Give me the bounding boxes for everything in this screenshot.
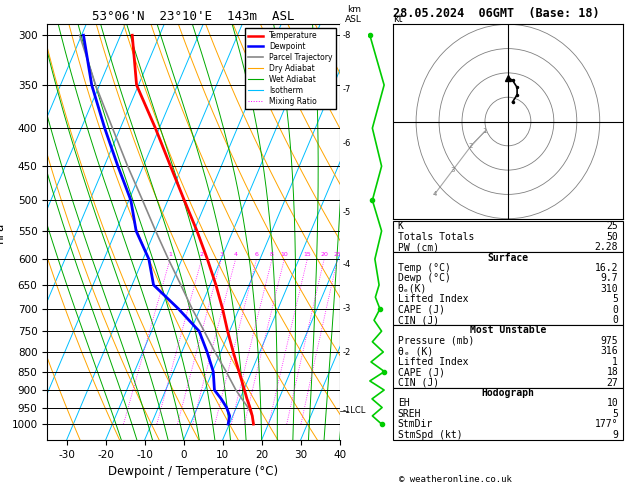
Text: 50: 50	[606, 232, 618, 242]
Text: 9.7: 9.7	[601, 274, 618, 283]
Text: CIN (J): CIN (J)	[398, 378, 439, 387]
Text: 16.2: 16.2	[594, 263, 618, 273]
Title: 53°06'N  23°10'E  143m  ASL: 53°06'N 23°10'E 143m ASL	[92, 10, 294, 23]
Text: 0: 0	[612, 315, 618, 325]
Legend: Temperature, Dewpoint, Parcel Trajectory, Dry Adiabat, Wet Adiabat, Isotherm, Mi: Temperature, Dewpoint, Parcel Trajectory…	[245, 28, 336, 109]
Text: 3: 3	[220, 252, 223, 257]
Text: Lifted Index: Lifted Index	[398, 294, 468, 304]
Text: 2: 2	[199, 252, 204, 257]
Text: © weatheronline.co.uk: © weatheronline.co.uk	[399, 474, 512, 484]
Text: -2: -2	[342, 347, 351, 357]
Text: 316: 316	[601, 347, 618, 356]
Text: 5: 5	[612, 409, 618, 419]
Text: 9: 9	[612, 430, 618, 440]
Text: 1: 1	[482, 128, 487, 134]
X-axis label: Dewpoint / Temperature (°C): Dewpoint / Temperature (°C)	[108, 465, 279, 478]
Bar	[393, 325, 623, 388]
Text: Lifted Index: Lifted Index	[398, 357, 468, 367]
Text: 27: 27	[606, 378, 618, 387]
Text: -5: -5	[342, 208, 351, 217]
Text: 177°: 177°	[594, 419, 618, 429]
Text: θₑ (K): θₑ (K)	[398, 347, 433, 356]
Text: StmDir: StmDir	[398, 419, 433, 429]
Text: 25: 25	[606, 221, 618, 231]
Text: Most Unstable: Most Unstable	[470, 326, 546, 335]
Text: StmSpd (kt): StmSpd (kt)	[398, 430, 462, 440]
Text: 3: 3	[450, 167, 455, 173]
Text: EH: EH	[398, 399, 409, 408]
Text: km
ASL: km ASL	[345, 5, 362, 24]
Bar	[393, 252, 623, 325]
Text: 10: 10	[606, 399, 618, 408]
Text: K: K	[398, 221, 404, 231]
Text: θₑ(K): θₑ(K)	[398, 284, 427, 294]
Text: -6: -6	[342, 139, 351, 148]
Text: CAPE (J): CAPE (J)	[398, 367, 445, 377]
Text: -3: -3	[342, 304, 351, 313]
Text: Surface: Surface	[487, 253, 528, 262]
Text: 15: 15	[303, 252, 311, 257]
Text: 4: 4	[233, 252, 238, 257]
Text: Pressure (mb): Pressure (mb)	[398, 336, 474, 346]
Text: -7: -7	[342, 85, 351, 94]
Text: 1: 1	[168, 252, 172, 257]
Text: kt: kt	[393, 14, 403, 24]
Text: 20: 20	[320, 252, 328, 257]
Text: 18: 18	[606, 367, 618, 377]
Text: 1: 1	[612, 357, 618, 367]
Text: 2: 2	[469, 143, 474, 149]
Text: Dewp (°C): Dewp (°C)	[398, 274, 450, 283]
Text: 0: 0	[612, 305, 618, 314]
Text: 310: 310	[601, 284, 618, 294]
Bar	[393, 388, 623, 440]
Text: 6: 6	[255, 252, 259, 257]
Text: 10: 10	[281, 252, 288, 257]
Text: Mixing Ratio (g/kg): Mixing Ratio (g/kg)	[377, 195, 387, 269]
Text: Totals Totals: Totals Totals	[398, 232, 474, 242]
Text: PW (cm): PW (cm)	[398, 242, 439, 252]
Text: -1LCL: -1LCL	[342, 406, 366, 416]
Text: Hodograph: Hodograph	[481, 388, 535, 398]
Text: -4: -4	[342, 260, 351, 269]
Text: 8: 8	[270, 252, 274, 257]
Text: Temp (°C): Temp (°C)	[398, 263, 450, 273]
Y-axis label: hPa: hPa	[0, 222, 6, 243]
Text: 25: 25	[333, 252, 342, 257]
Text: 4: 4	[432, 191, 437, 197]
Text: CAPE (J): CAPE (J)	[398, 305, 445, 314]
Text: 28.05.2024  06GMT  (Base: 18): 28.05.2024 06GMT (Base: 18)	[393, 7, 599, 20]
Text: 5: 5	[612, 294, 618, 304]
Text: 975: 975	[601, 336, 618, 346]
Text: CIN (J): CIN (J)	[398, 315, 439, 325]
Bar	[393, 221, 623, 252]
Text: 2.28: 2.28	[594, 242, 618, 252]
Text: SREH: SREH	[398, 409, 421, 419]
Text: -8: -8	[342, 31, 351, 40]
